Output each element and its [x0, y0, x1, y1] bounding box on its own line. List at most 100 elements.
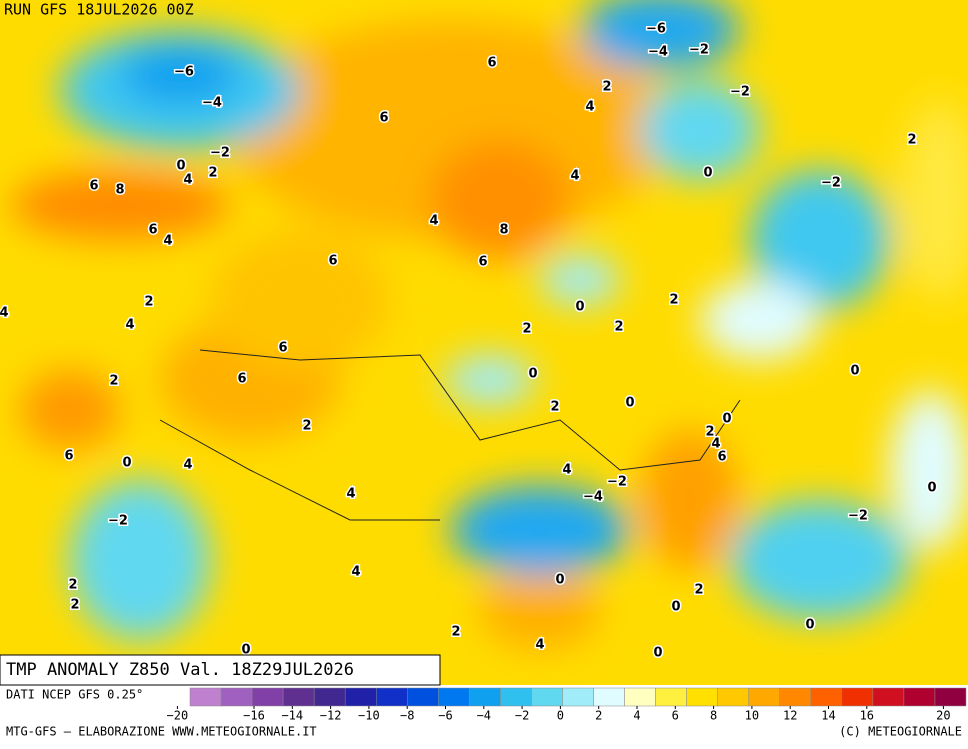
- contour-label: 6: [478, 255, 487, 270]
- colorbar-swatch: [531, 687, 563, 707]
- contour-label: 0: [722, 412, 731, 427]
- contour-label: 2: [302, 419, 311, 434]
- copyright-label: (C) METEOGIORNALE: [839, 725, 962, 739]
- contour-label: 2: [68, 578, 77, 593]
- colorbar-swatch: [903, 687, 936, 707]
- colorbar-tick-label: −6: [438, 709, 452, 723]
- colorbar-swatch: [593, 687, 625, 707]
- contour-label: 0: [703, 166, 712, 181]
- contour-label: 4: [183, 458, 192, 473]
- contour-label: 4: [351, 565, 360, 580]
- colorbar-swatch: [313, 687, 346, 707]
- contour-label: 2: [451, 625, 460, 640]
- map-title: TMP ANOMALY Z850 Val. 18Z29JUL2026: [6, 660, 354, 680]
- contour-label: −2: [821, 176, 841, 191]
- contour-label: 0: [555, 573, 564, 588]
- contour-label: 2: [694, 583, 703, 598]
- contour-label: 4: [585, 100, 594, 115]
- contour-label: 4: [429, 214, 438, 229]
- colorbar-tick-label: 10: [745, 709, 759, 723]
- colorbar-tick-label: −16: [243, 709, 265, 723]
- contour-label: 2: [208, 166, 217, 181]
- contour-label: 6: [328, 254, 337, 269]
- contour-label: −2: [210, 146, 230, 161]
- contour-label: 6: [717, 450, 726, 465]
- contour-label: 2: [522, 322, 531, 337]
- contour-label: −2: [689, 43, 709, 58]
- contour-label: 6: [487, 56, 496, 71]
- contour-label: 8: [499, 223, 508, 238]
- colorbar-swatch: [779, 687, 812, 707]
- contour-label: 0: [671, 600, 680, 615]
- contour-label: −6: [174, 65, 194, 80]
- contour-label: 0: [528, 367, 537, 382]
- colorbar-swatch: [438, 687, 470, 707]
- colorbar-tick-label: 12: [783, 709, 797, 723]
- contour-label: 6: [148, 223, 157, 238]
- colorbar-tick-label: −8: [400, 709, 414, 723]
- colorbar-tick-label: 8: [710, 709, 717, 723]
- credit-label: MTG-GFS — ELABORAZIONE WWW.METEOGIORNALE…: [6, 725, 317, 739]
- colorbar-swatch: [220, 687, 253, 707]
- contour-label: 0: [176, 159, 185, 174]
- contour-label: 4: [346, 487, 355, 502]
- colorbar-swatch: [686, 687, 718, 707]
- colorbar-swatch: [872, 687, 905, 707]
- contour-label: 4: [711, 437, 720, 452]
- colorbar-swatch: [748, 687, 781, 707]
- contour-label: 2: [144, 295, 153, 310]
- colorbar-swatch: [469, 687, 501, 707]
- contour-label: 4: [183, 173, 192, 188]
- contour-label: 0: [122, 456, 131, 471]
- contour-label: −6: [646, 22, 666, 37]
- colorbar-swatch: [810, 687, 843, 707]
- colorbar-swatch: [189, 687, 222, 707]
- contour-label: 2: [602, 80, 611, 95]
- colorbar-swatch: [562, 687, 594, 707]
- contour-label: 2: [614, 320, 623, 335]
- contour-label: 0: [625, 396, 634, 411]
- colorbar-swatch: [841, 687, 874, 707]
- contour-label: −2: [607, 475, 627, 490]
- contour-label: 6: [89, 179, 98, 194]
- contour-label: 2: [109, 374, 118, 389]
- contour-label: −2: [848, 509, 868, 524]
- contour-label: 0: [575, 300, 584, 315]
- contour-label: 4: [562, 463, 571, 478]
- colorbar-tick-label: 0: [557, 709, 564, 723]
- contour-label: 2: [70, 598, 79, 613]
- contour-label: 2: [550, 400, 559, 415]
- contour-label: 4: [535, 638, 544, 653]
- colorbar-tick-label: −12: [320, 709, 342, 723]
- colorbar-swatch: [251, 687, 284, 707]
- colorbar-tick-label: 4: [633, 709, 640, 723]
- anomaly-field: [0, 0, 968, 685]
- colorbar-swatch: [934, 687, 967, 707]
- colorbar-swatch: [282, 687, 315, 707]
- contour-label: −4: [583, 490, 603, 505]
- colorbar-swatch: [500, 687, 532, 707]
- colorbar-swatch: [655, 687, 687, 707]
- contour-label: 2: [669, 293, 678, 308]
- contour-label: 2: [705, 425, 714, 440]
- contour-label: 4: [163, 234, 172, 249]
- colorbar-tick-label: 2: [595, 709, 602, 723]
- contour-label: 8: [115, 183, 124, 198]
- contour-label: 0: [653, 646, 662, 661]
- colorbar-tick-label: 16: [860, 709, 874, 723]
- colorbar-tick-label: −20: [167, 709, 189, 723]
- colorbar-tick-label: −2: [515, 709, 529, 723]
- contour-label: 4: [125, 318, 134, 333]
- contour-label: 0: [850, 364, 859, 379]
- colorbar-tick-label: −14: [281, 709, 303, 723]
- colorbar-swatch: [717, 687, 749, 707]
- contour-label: 2: [907, 133, 916, 148]
- contour-label: 6: [379, 111, 388, 126]
- colorbar-tick-label: 14: [821, 709, 835, 723]
- contour-label: 6: [64, 449, 73, 464]
- colorbar-tick-label: −10: [358, 709, 380, 723]
- colorbar-swatch: [407, 687, 439, 707]
